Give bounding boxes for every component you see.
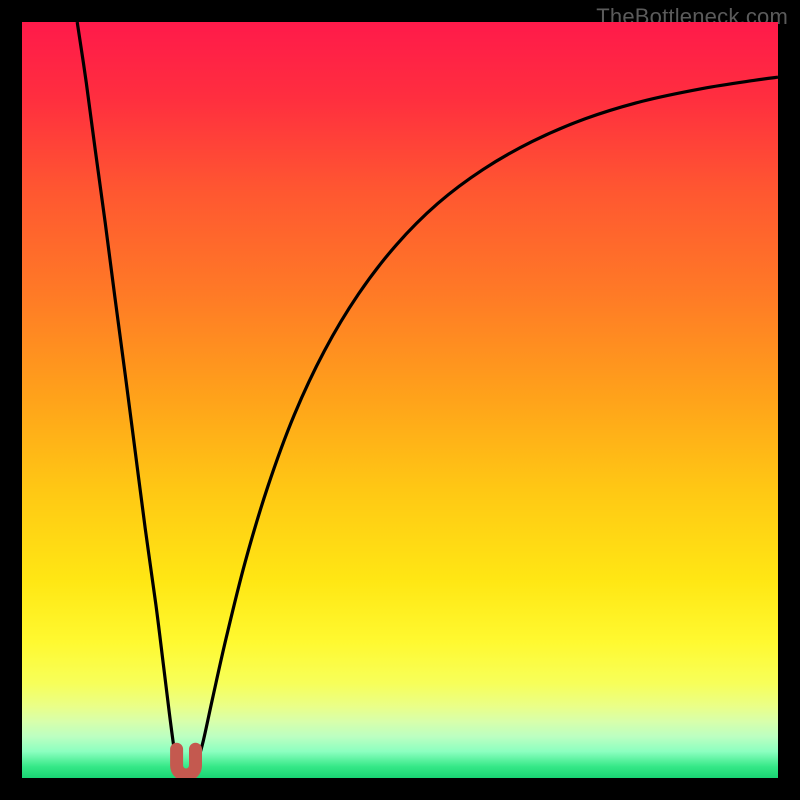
minimum-marker	[177, 749, 196, 775]
curve-layer	[22, 22, 778, 778]
figure-root: TheBottleneck.com	[0, 0, 800, 800]
curve-right-branch	[193, 77, 778, 770]
curve-left-branch	[77, 22, 179, 770]
plot-area	[22, 22, 778, 778]
